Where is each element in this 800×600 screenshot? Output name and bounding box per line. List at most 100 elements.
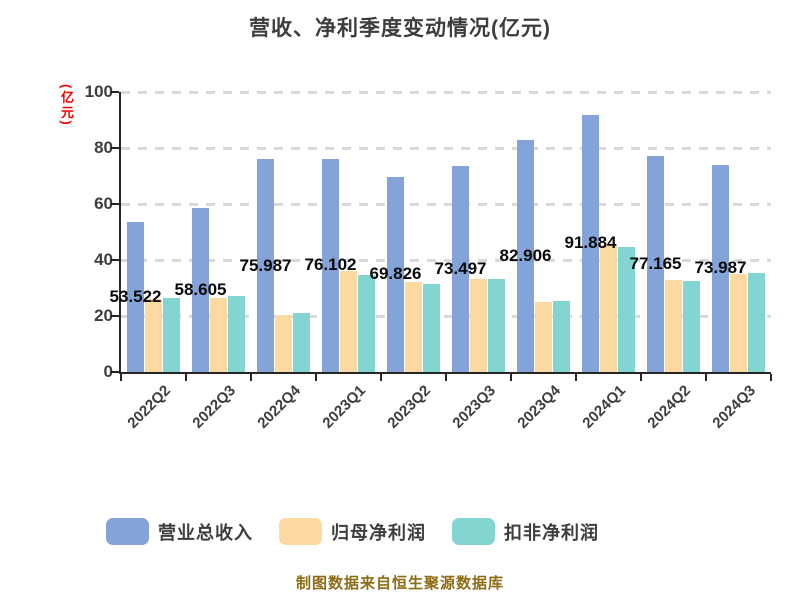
bar-net-profit-2022Q3 — [210, 297, 227, 372]
x-tick-label-2022Q3: 2022Q3 — [188, 382, 239, 432]
bar-total-revenue-2023Q2 — [387, 176, 404, 372]
bar-net-profit-2023Q2 — [405, 282, 422, 372]
gridline-y-100 — [121, 91, 771, 94]
y-tick-mark — [111, 147, 119, 149]
bar-value-label-2022Q4: 75.987 — [239, 255, 292, 275]
bar-net-profit-2023Q4 — [535, 302, 552, 372]
chart-legend: 营业总收入 归母净利润 扣非净利润 — [106, 518, 599, 545]
legend-item-total-revenue: 营业总收入 — [106, 518, 253, 545]
x-tick-mark — [770, 374, 772, 381]
y-tick-mark — [111, 371, 119, 373]
bar-value-label-2022Q2: 53.522 — [109, 287, 162, 307]
y-tick-label-80: 80 — [94, 138, 113, 157]
gridline-y-60 — [121, 203, 771, 206]
bar-value-label-2023Q2: 69.826 — [369, 264, 422, 284]
bar-net-profit-2023Q1 — [340, 271, 357, 372]
bar-value-label-2022Q3: 58.605 — [174, 279, 227, 299]
x-tick-label-2024Q2: 2024Q2 — [643, 382, 694, 432]
legend-item-non-gaap-profit: 扣非净利润 — [452, 518, 599, 545]
y-tick-label-20: 20 — [94, 306, 113, 325]
bar-non-gaap-profit-2023Q1 — [358, 275, 375, 372]
x-tick-mark — [380, 374, 382, 381]
x-tick-mark — [640, 374, 642, 381]
bar-net-profit-2024Q2 — [665, 279, 682, 372]
bar-group-2022Q3 — [186, 207, 251, 372]
legend-item-net-profit: 归母净利润 — [279, 518, 426, 545]
x-tick-mark — [185, 374, 187, 381]
bar-non-gaap-profit-2022Q4 — [293, 312, 310, 372]
legend-swatch-2 — [279, 518, 322, 545]
x-tick-label-2023Q2: 2023Q2 — [383, 382, 434, 432]
bar-non-gaap-profit-2023Q3 — [488, 279, 505, 372]
bar-non-gaap-profit-2023Q4 — [553, 300, 570, 372]
x-tick-mark — [705, 374, 707, 381]
bar-non-gaap-profit-2024Q1 — [618, 247, 635, 372]
bar-non-gaap-profit-2022Q3 — [228, 296, 245, 372]
bar-value-label-2023Q3: 73.497 — [434, 259, 487, 279]
legend-swatch-1 — [106, 518, 149, 545]
y-tick-label-0: 0 — [103, 362, 113, 381]
bar-non-gaap-profit-2023Q2 — [423, 283, 440, 372]
bar-group-2023Q1 — [316, 158, 381, 372]
bar-group-2024Q3 — [706, 164, 771, 372]
y-tick-mark — [111, 203, 119, 205]
x-tick-label-2023Q3: 2023Q3 — [448, 382, 499, 432]
bar-total-revenue-2022Q3 — [192, 207, 209, 372]
x-tick-label-2022Q2: 2022Q2 — [123, 382, 174, 432]
y-axis-unit-label: (亿元) — [59, 84, 74, 127]
x-tick-label-2023Q1: 2023Q1 — [318, 382, 369, 432]
y-tick-mark — [111, 315, 119, 317]
bar-group-2024Q1 — [576, 114, 641, 372]
legend-swatch-3 — [452, 518, 495, 545]
bar-total-revenue-2024Q3 — [712, 164, 729, 372]
bar-net-profit-2022Q4 — [275, 314, 292, 372]
x-tick-label-2024Q3: 2024Q3 — [708, 382, 759, 432]
x-tick-mark — [575, 374, 577, 381]
gridline-y-40 — [121, 259, 771, 262]
bar-total-revenue-2024Q2 — [647, 155, 664, 372]
x-tick-mark — [250, 374, 252, 381]
bar-total-revenue-2023Q4 — [517, 139, 534, 372]
gridline-y-80 — [121, 147, 771, 150]
bar-group-2023Q4 — [511, 139, 576, 372]
x-tick-mark — [445, 374, 447, 381]
y-tick-label-60: 60 — [94, 194, 113, 213]
bar-value-label-2024Q3: 73.987 — [694, 258, 747, 278]
y-tick-mark — [111, 259, 119, 261]
bar-net-profit-2024Q1 — [600, 244, 617, 372]
bar-group-2024Q2 — [641, 155, 706, 372]
chart-title: 营收、净利季度变动情况(亿元) — [249, 17, 551, 40]
bar-non-gaap-profit-2022Q2 — [163, 297, 180, 372]
plot-area: 0 20 40 60 80 100 53.522 2022Q2 58.605 2022Q3 75.9… — [85, 82, 772, 432]
bar-non-gaap-profit-2024Q3 — [748, 272, 765, 372]
y-tick-label-40: 40 — [94, 250, 113, 269]
bar-net-profit-2023Q3 — [470, 279, 487, 372]
bar-total-revenue-2022Q2 — [127, 222, 144, 372]
x-tick-mark — [315, 374, 317, 381]
data-source-footer: 制图数据来自恒生聚源数据库 — [295, 575, 504, 592]
bar-group-2023Q2 — [381, 176, 446, 372]
x-tick-label-2023Q4: 2023Q4 — [513, 382, 564, 432]
x-tick-mark — [120, 374, 122, 381]
legend-label-2: 归母净利润 — [331, 522, 426, 543]
y-tick-label-100: 100 — [84, 82, 113, 101]
bar-net-profit-2022Q2 — [145, 299, 162, 372]
bar-total-revenue-2023Q3 — [452, 166, 469, 372]
bar-group-2023Q3 — [446, 166, 511, 372]
bar-value-label-2023Q4: 82.906 — [499, 245, 552, 265]
bar-net-profit-2024Q3 — [730, 274, 747, 372]
bar-value-label-2024Q1: 91.884 — [564, 233, 617, 253]
bar-total-revenue-2024Q1 — [582, 114, 599, 372]
bar-group-2022Q2 — [121, 222, 186, 372]
y-tick-mark — [111, 91, 119, 93]
legend-label-3: 扣非净利润 — [504, 522, 599, 543]
x-tick-label-2024Q1: 2024Q1 — [578, 382, 629, 432]
bar-value-label-2023Q1: 76.102 — [304, 255, 357, 275]
x-tick-label-2022Q4: 2022Q4 — [253, 382, 304, 432]
bar-value-label-2024Q2: 77.165 — [629, 253, 682, 273]
gridline-y-20 — [121, 315, 771, 318]
bar-total-revenue-2023Q1 — [322, 158, 339, 372]
legend-label-1: 营业总收入 — [158, 522, 253, 543]
bar-total-revenue-2022Q4 — [257, 159, 274, 372]
